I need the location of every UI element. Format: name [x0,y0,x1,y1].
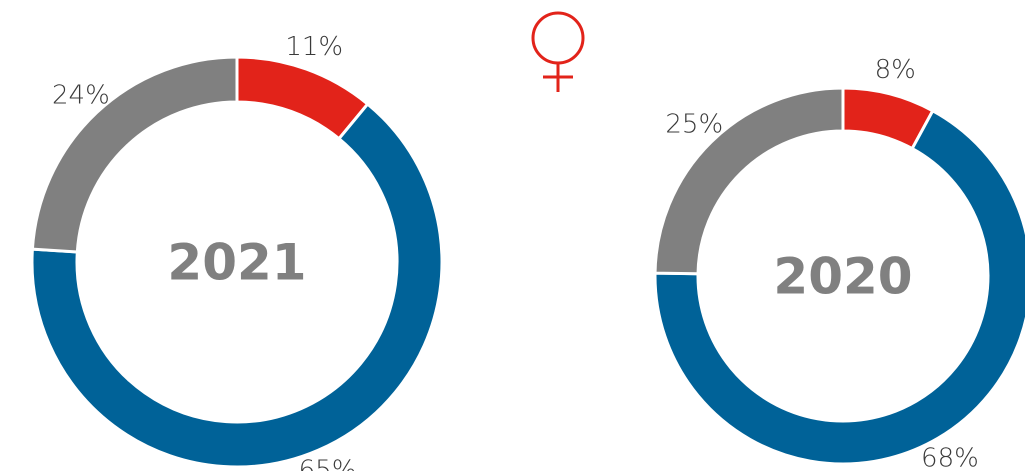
center-label: 2020 [773,248,912,306]
female-icon [531,11,585,92]
donut-segment [30,101,444,469]
center-label: 2021 [167,234,306,292]
value-label: 65% [299,456,357,471]
donut-segment [653,86,845,276]
value-label: 11% [285,32,343,62]
value-label: 8% [875,55,916,85]
value-label: 24% [52,80,110,110]
donut-segment [30,55,239,254]
value-label: 25% [665,109,723,139]
value-label: 68% [921,444,979,471]
